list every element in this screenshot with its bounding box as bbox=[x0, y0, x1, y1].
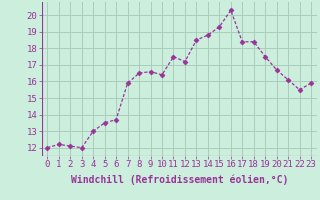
X-axis label: Windchill (Refroidissement éolien,°C): Windchill (Refroidissement éolien,°C) bbox=[70, 175, 288, 185]
